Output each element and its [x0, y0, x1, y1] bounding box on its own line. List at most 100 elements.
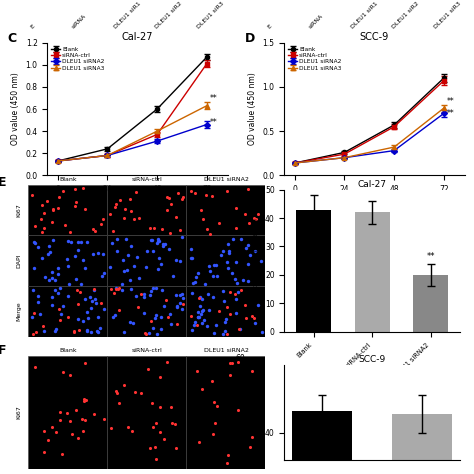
Point [56, 416, 64, 424]
Point [90, 286, 97, 294]
Point [178, 290, 186, 298]
Text: DLEU1 siRNA2: DLEU1 siRNA2 [203, 177, 248, 182]
Point [233, 309, 240, 317]
Point [120, 382, 128, 389]
Point [126, 276, 133, 283]
Point [222, 316, 230, 323]
Point [257, 257, 265, 265]
Point [225, 247, 233, 255]
Point [54, 270, 62, 277]
Point [155, 254, 163, 262]
Point [158, 313, 165, 321]
Point [34, 292, 41, 300]
Text: **: ** [210, 118, 218, 127]
Point [149, 324, 157, 332]
Point [38, 201, 46, 209]
Point [68, 430, 75, 438]
Point [75, 327, 82, 334]
Point [145, 329, 153, 337]
Point [179, 301, 187, 308]
Y-axis label: Ki67 positive cell rate (%): Ki67 positive cell rate (%) [253, 218, 259, 304]
Point [40, 209, 48, 217]
Point [195, 438, 202, 446]
Y-axis label: OD value (450 nm): OD value (450 nm) [11, 73, 20, 146]
Point [121, 205, 128, 213]
Point [73, 286, 81, 294]
Point [111, 203, 119, 211]
Title: Cal-27: Cal-27 [357, 180, 387, 189]
Point [133, 254, 141, 261]
Point [147, 318, 155, 325]
Text: DLEU1 siR3: DLEU1 siR3 [433, 1, 462, 30]
Point [179, 193, 187, 201]
Point [71, 252, 79, 259]
Point [173, 303, 181, 310]
Text: F: F [0, 344, 6, 357]
Point [198, 307, 205, 314]
Bar [108, 236, 186, 286]
Point [171, 420, 179, 428]
Point [194, 269, 202, 276]
Point [248, 367, 255, 375]
Point [113, 389, 121, 397]
Point [99, 216, 107, 223]
Point [195, 314, 202, 321]
Point [149, 423, 157, 431]
Text: DLEU1 siRNA2: DLEU1 siRNA2 [203, 348, 248, 353]
Point [227, 288, 234, 296]
Bar [28, 236, 108, 286]
Point [60, 368, 67, 376]
Point [65, 280, 73, 287]
Point [35, 298, 42, 306]
Point [198, 385, 205, 392]
Point [209, 377, 216, 385]
Point [66, 371, 74, 379]
Point [49, 205, 56, 213]
Point [191, 279, 199, 286]
Text: Ki67: Ki67 [16, 203, 21, 217]
Point [187, 246, 195, 253]
Point [106, 263, 114, 271]
Point [87, 293, 94, 301]
Point [79, 317, 86, 325]
Point [140, 293, 147, 301]
Point [165, 246, 173, 253]
Point [113, 201, 120, 208]
Point [34, 244, 41, 251]
Text: Blank: Blank [59, 348, 77, 353]
Point [152, 311, 160, 319]
Point [117, 196, 124, 204]
Point [83, 308, 91, 315]
Text: siRNA-ctrl: siRNA-ctrl [132, 177, 162, 182]
Point [70, 328, 77, 336]
Point [201, 280, 209, 288]
Point [224, 452, 231, 459]
Bar [108, 356, 186, 469]
Point [148, 236, 156, 244]
Point [221, 328, 229, 335]
Point [55, 264, 62, 272]
Point [152, 314, 159, 322]
Point [38, 254, 46, 262]
Point [144, 365, 152, 373]
Point [157, 325, 164, 333]
Point [37, 215, 45, 223]
Point [50, 207, 57, 214]
Bar [292, 411, 352, 474]
Point [128, 427, 136, 435]
Point [155, 235, 162, 242]
Point [137, 290, 145, 298]
Point [174, 189, 182, 197]
Point [147, 237, 155, 244]
Point [224, 303, 231, 311]
Point [156, 374, 164, 381]
Point [91, 285, 98, 293]
Point [166, 229, 174, 237]
Point [39, 322, 47, 329]
Point [239, 276, 246, 283]
Point [178, 234, 186, 241]
Point [199, 215, 207, 222]
X-axis label: Time (h): Time (h) [357, 200, 392, 209]
Text: siRNA: siRNA [71, 13, 88, 30]
Point [237, 286, 245, 294]
